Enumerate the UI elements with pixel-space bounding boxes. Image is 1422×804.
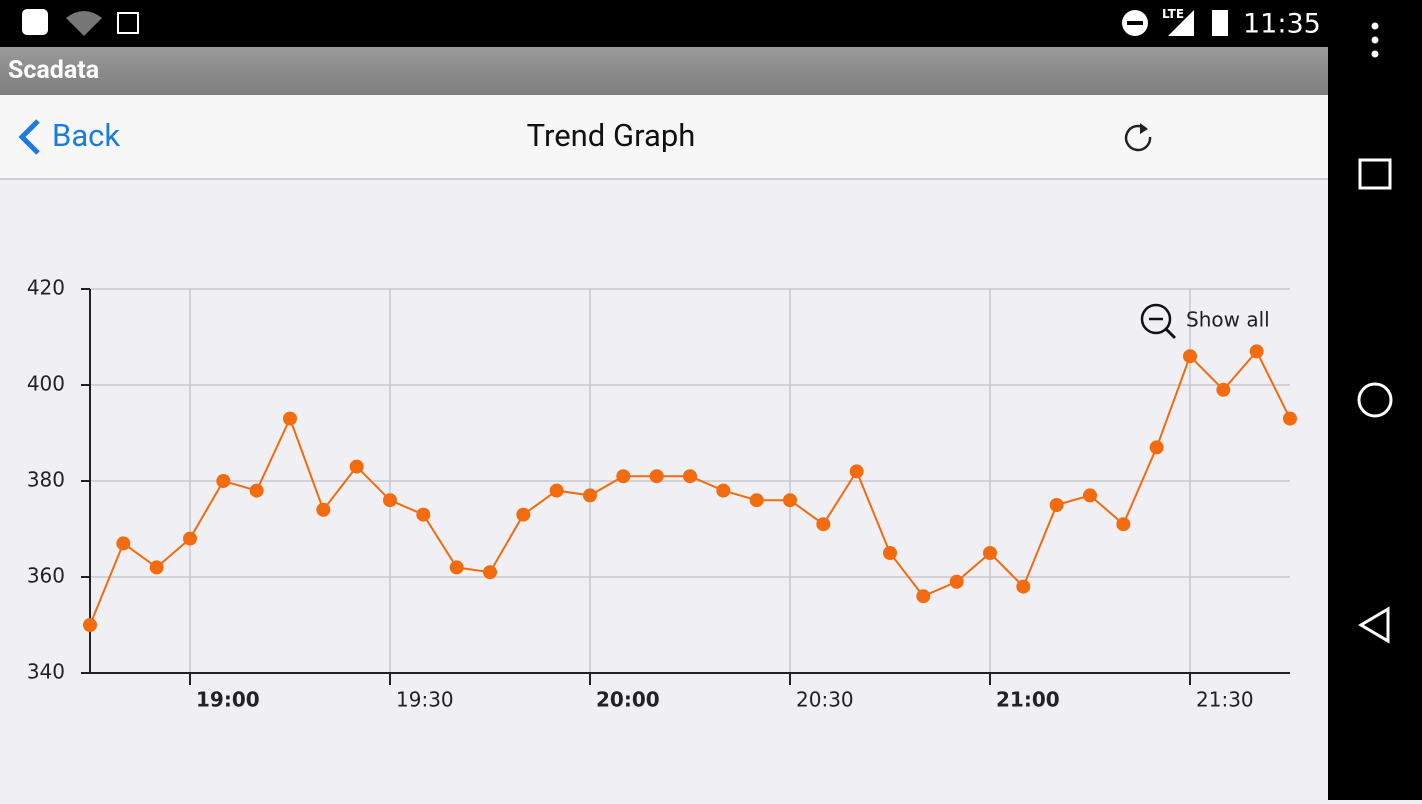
data-point (449, 560, 464, 575)
data-point (849, 464, 864, 479)
data-point (1083, 488, 1097, 503)
app-bar: Scadata (0, 47, 1328, 95)
zoom-icon (1140, 303, 1172, 335)
nav-icons (1357, 22, 1393, 644)
data-point (516, 507, 531, 522)
data-point (1216, 382, 1231, 397)
back-button[interactable]: Back (52, 117, 121, 154)
x-tick-label: 21:00 (996, 688, 1060, 712)
data-point (816, 517, 831, 532)
app-title: Scadata (8, 56, 100, 85)
data-point (1283, 411, 1297, 426)
notification-icon (22, 9, 48, 35)
signal-icon (1168, 10, 1194, 36)
x-tick-label: 21:30 (1196, 688, 1254, 712)
data-point (983, 546, 997, 560)
chart: 340 360 380 400 420 19:00 19:30 20:00 20:30 21:00… (27, 276, 1297, 712)
trend-line (89, 349, 1291, 626)
data-point (1116, 517, 1131, 532)
data-point (383, 493, 397, 508)
data-point (83, 618, 97, 632)
data-point (483, 565, 497, 580)
data-point (1249, 344, 1264, 359)
data-point (616, 469, 631, 484)
back-nav-button[interactable] (1358, 606, 1390, 644)
data-point (649, 469, 664, 484)
wifi-icon (66, 11, 102, 36)
status-icons: LTE 11:35 (22, 7, 1321, 40)
data-point (883, 546, 897, 560)
data-point (116, 536, 131, 551)
data-point (716, 483, 731, 498)
data-point (1149, 440, 1164, 455)
y-tick-label: 340 (27, 660, 65, 684)
data-point (949, 574, 964, 589)
data-point (916, 589, 931, 604)
data-point (349, 459, 364, 474)
data-point (683, 469, 697, 484)
back-chevron[interactable] (14, 117, 44, 157)
image-icon (117, 12, 139, 34)
show-all-label[interactable]: Show all (1186, 308, 1270, 332)
data-point (1049, 498, 1064, 512)
data-point (316, 502, 331, 517)
data-point (249, 483, 264, 498)
y-tick-label: 360 (27, 564, 65, 588)
x-tick-label: 20:00 (596, 688, 660, 712)
x-tick-label: 19:30 (396, 688, 454, 712)
dnd-bar (1127, 21, 1143, 25)
nav-bar (1328, 0, 1422, 800)
x-tick-label: 19:00 (196, 688, 260, 712)
data-point (416, 507, 431, 522)
menu-dot[interactable] (1371, 22, 1379, 30)
page-title: Trend Graph (526, 117, 696, 154)
clock: 11:35 (1243, 9, 1321, 40)
data-point (549, 483, 564, 498)
data-point (583, 488, 597, 503)
data-point (183, 531, 197, 546)
data-point (149, 560, 164, 575)
data-point (216, 474, 231, 488)
menu-dot[interactable] (1371, 50, 1379, 58)
refresh-button[interactable] (1120, 119, 1156, 155)
data-point (749, 493, 764, 508)
menu-dot[interactable] (1371, 36, 1379, 44)
battery-icon (1212, 10, 1228, 36)
data-point (1016, 579, 1031, 594)
y-tick-label: 420 (27, 276, 65, 300)
zoom-icon-handle (1164, 327, 1177, 340)
network-type: LTE (1162, 7, 1184, 21)
header: Back Trend Graph (0, 95, 1328, 180)
y-tick-label: 400 (27, 372, 65, 396)
data-point (1183, 349, 1197, 364)
y-tick-label: 380 (27, 468, 65, 492)
data-point (283, 411, 297, 426)
recents-button[interactable] (1358, 158, 1392, 190)
home-button[interactable] (1357, 382, 1393, 418)
x-tick-label: 20:30 (796, 688, 854, 712)
data-point (783, 493, 797, 508)
status-bar: LTE 11:35 (0, 0, 1328, 47)
